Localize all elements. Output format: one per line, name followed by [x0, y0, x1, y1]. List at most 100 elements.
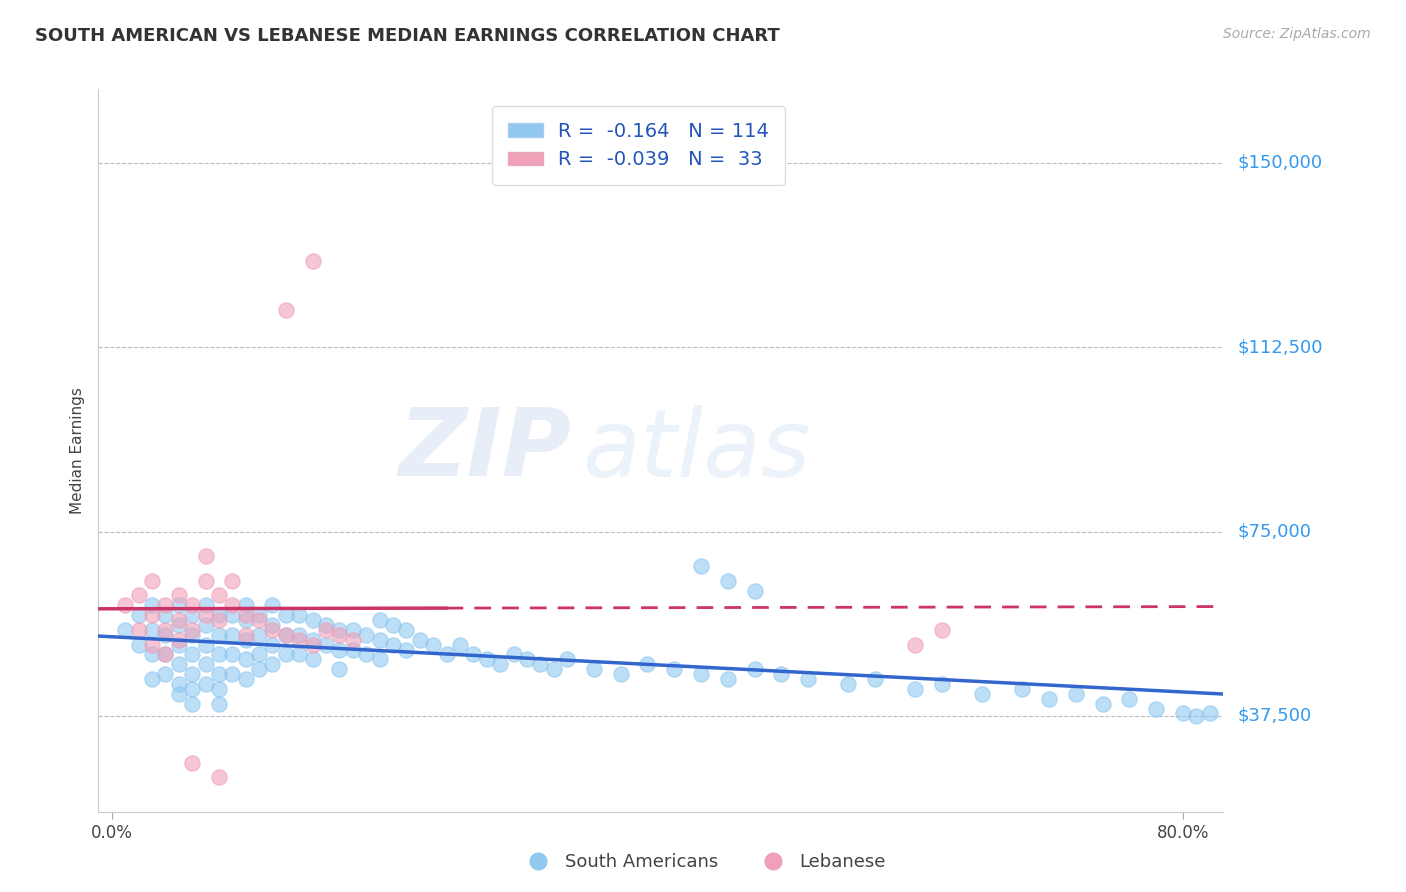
Point: [342, 632, 364, 647]
Point: [274, 303, 297, 318]
Point: [141, 599, 163, 613]
Point: [368, 613, 391, 627]
Point: [463, 648, 485, 662]
Point: [931, 623, 953, 637]
Point: [194, 574, 217, 588]
Point: [262, 623, 284, 637]
Point: [155, 648, 177, 662]
Point: [262, 657, 284, 672]
Point: [208, 681, 231, 696]
Point: [301, 638, 323, 652]
Point: [155, 599, 177, 613]
Point: [194, 549, 217, 563]
Point: [208, 648, 231, 662]
Point: [181, 681, 204, 696]
Point: [155, 648, 177, 662]
Point: [690, 558, 713, 573]
Point: [744, 583, 766, 598]
Point: [181, 628, 204, 642]
Point: [114, 599, 136, 613]
Point: [529, 657, 551, 672]
Point: [235, 628, 257, 642]
Point: [301, 613, 323, 627]
Point: [247, 628, 270, 642]
Point: [315, 623, 337, 637]
Point: [395, 642, 418, 657]
Point: [1185, 709, 1208, 723]
Text: atlas: atlas: [582, 405, 810, 496]
Point: [328, 662, 350, 676]
Point: [181, 599, 204, 613]
Point: [837, 677, 859, 691]
Point: [262, 638, 284, 652]
Point: [181, 648, 204, 662]
Point: [167, 638, 190, 652]
Point: [1064, 687, 1087, 701]
Point: [262, 618, 284, 632]
Point: [288, 608, 311, 623]
Point: [382, 618, 405, 632]
Point: [328, 642, 350, 657]
Point: [274, 628, 297, 642]
Point: [315, 618, 337, 632]
Point: [342, 642, 364, 657]
Legend: South Americans, Lebanese: South Americans, Lebanese: [513, 847, 893, 879]
Text: Source: ZipAtlas.com: Source: ZipAtlas.com: [1223, 27, 1371, 41]
Point: [436, 648, 458, 662]
Point: [247, 662, 270, 676]
Legend: R =  -0.164   N = 114, R =  -0.039   N =  33: R = -0.164 N = 114, R = -0.039 N = 33: [492, 106, 785, 185]
Point: [141, 672, 163, 686]
Point: [797, 672, 820, 686]
Point: [1171, 706, 1194, 721]
Point: [543, 662, 565, 676]
Point: [690, 667, 713, 681]
Point: [155, 623, 177, 637]
Point: [181, 756, 204, 770]
Point: [128, 608, 150, 623]
Point: [301, 652, 323, 666]
Point: [863, 672, 886, 686]
Point: [328, 628, 350, 642]
Point: [288, 632, 311, 647]
Point: [235, 613, 257, 627]
Point: [382, 638, 405, 652]
Point: [247, 648, 270, 662]
Point: [274, 628, 297, 642]
Point: [235, 672, 257, 686]
Point: [1091, 697, 1114, 711]
Point: [194, 599, 217, 613]
Point: [141, 638, 163, 652]
Point: [235, 652, 257, 666]
Point: [141, 648, 163, 662]
Y-axis label: Median Earnings: Median Earnings: [70, 387, 86, 514]
Point: [208, 770, 231, 784]
Point: [155, 667, 177, 681]
Point: [262, 599, 284, 613]
Point: [770, 667, 793, 681]
Point: [301, 632, 323, 647]
Point: [181, 623, 204, 637]
Point: [181, 667, 204, 681]
Point: [342, 623, 364, 637]
Point: [128, 589, 150, 603]
Point: [288, 628, 311, 642]
Point: [449, 638, 471, 652]
Point: [609, 667, 631, 681]
Point: [181, 697, 204, 711]
Point: [221, 608, 243, 623]
Point: [354, 648, 377, 662]
Point: [1198, 706, 1220, 721]
Point: [221, 599, 243, 613]
Point: [167, 632, 190, 647]
Point: [167, 613, 190, 627]
Point: [155, 628, 177, 642]
Point: [235, 608, 257, 623]
Point: [664, 662, 686, 676]
Text: $75,000: $75,000: [1237, 523, 1312, 541]
Point: [221, 574, 243, 588]
Point: [208, 608, 231, 623]
Point: [208, 667, 231, 681]
Point: [636, 657, 658, 672]
Point: [167, 657, 190, 672]
Point: [194, 608, 217, 623]
